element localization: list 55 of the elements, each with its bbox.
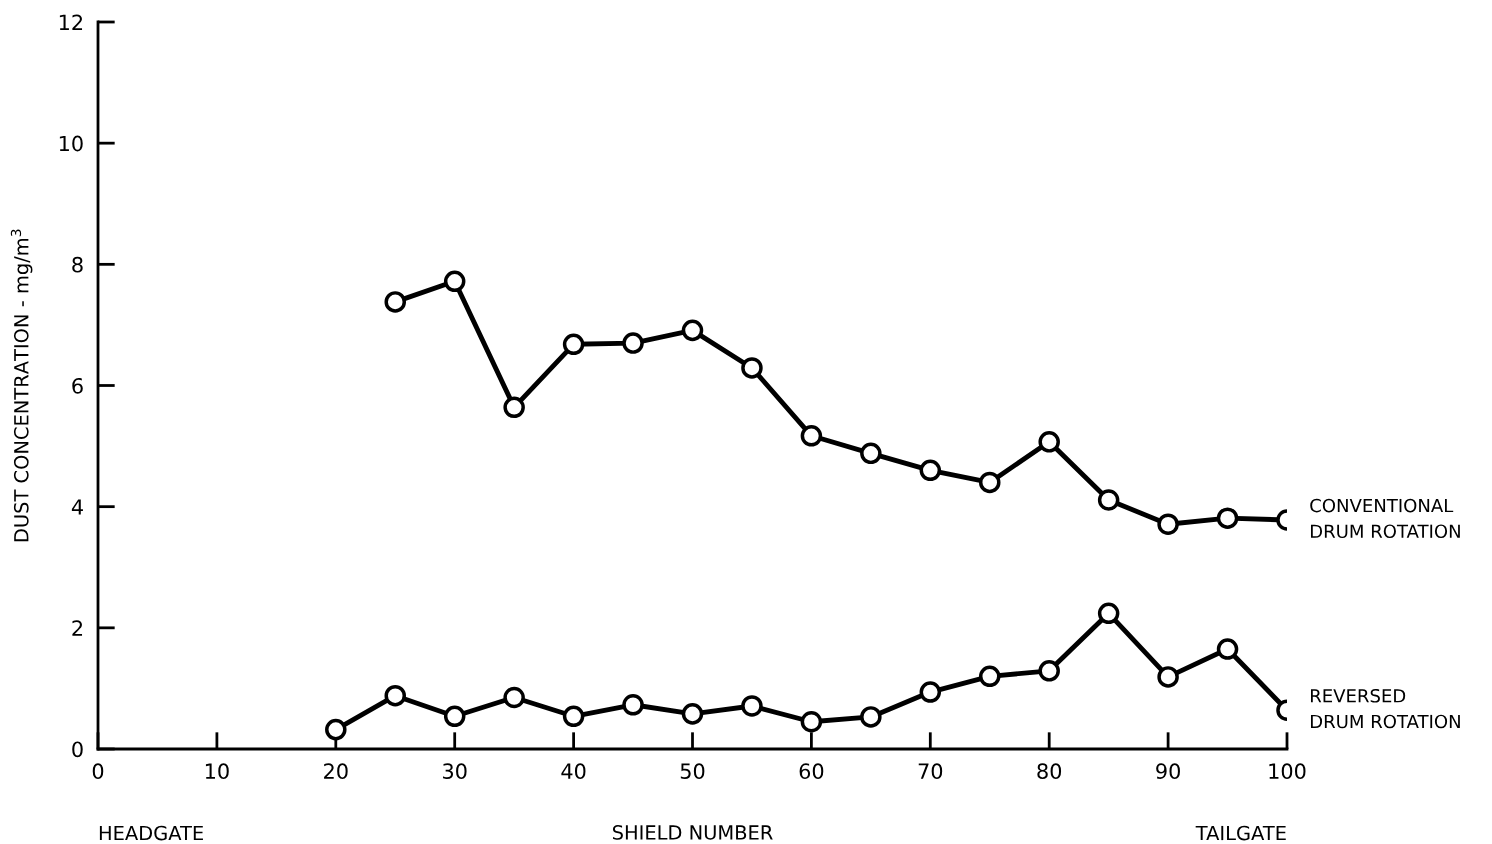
point <box>1157 666 1179 688</box>
x-tick-label: 60 <box>799 763 824 780</box>
y-tick-label: 6 <box>72 377 83 394</box>
point <box>562 705 585 728</box>
point <box>1038 431 1060 453</box>
point <box>1038 660 1060 682</box>
point <box>800 425 823 447</box>
point <box>860 442 882 465</box>
x-tick-label: 40 <box>561 763 586 780</box>
x-tick-label: 30 <box>443 763 467 780</box>
point <box>443 705 466 728</box>
point <box>1157 513 1179 535</box>
y-tick-label: 0 <box>72 741 83 758</box>
point <box>503 686 525 709</box>
x-tick-label: 50 <box>680 763 705 780</box>
series-label: REVERSED DRUM ROTATION <box>1310 688 1460 729</box>
point <box>1216 507 1239 529</box>
point <box>1097 602 1120 625</box>
point <box>384 291 407 313</box>
point <box>919 681 942 703</box>
point <box>919 459 942 482</box>
x-tick-label: 0 <box>92 763 104 780</box>
point <box>384 684 407 707</box>
point <box>503 396 525 419</box>
y-tick-label: 8 <box>72 256 83 273</box>
point <box>1097 489 1120 511</box>
x-tick-label: 10 <box>205 763 229 780</box>
x-tick-label: 80 <box>1037 763 1062 780</box>
x-tick-label: 90 <box>1156 763 1180 780</box>
x-tick-label: 70 <box>918 763 943 780</box>
point <box>562 333 585 356</box>
y-tick-label: 10 <box>59 135 83 152</box>
point <box>978 471 1001 494</box>
x-tick-label: 100 <box>1269 763 1306 780</box>
point <box>1216 638 1239 660</box>
y-axis-title: DUST CONCENTRATION - mg/m$^{3}$ <box>10 229 33 542</box>
point <box>741 695 763 717</box>
text: TAILGATE <box>1195 825 1286 841</box>
point <box>978 665 1001 688</box>
y-tick-label: 12 <box>59 14 83 30</box>
x-axis-title: SHIELD NUMBER <box>612 825 773 840</box>
point <box>622 694 644 716</box>
point <box>681 319 704 342</box>
series-label: CONVENTIONAL DRUM ROTATION <box>1310 498 1460 539</box>
point <box>681 703 704 725</box>
point <box>443 270 466 293</box>
y-tick-label: 4 <box>71 499 83 515</box>
point <box>741 357 763 379</box>
text: HEADGATE <box>99 825 203 841</box>
point <box>622 332 644 354</box>
y-tick-label: 2 <box>72 620 83 636</box>
point <box>860 706 882 728</box>
point <box>800 710 823 733</box>
point <box>325 718 347 741</box>
x-tick-label: 20 <box>324 763 348 780</box>
